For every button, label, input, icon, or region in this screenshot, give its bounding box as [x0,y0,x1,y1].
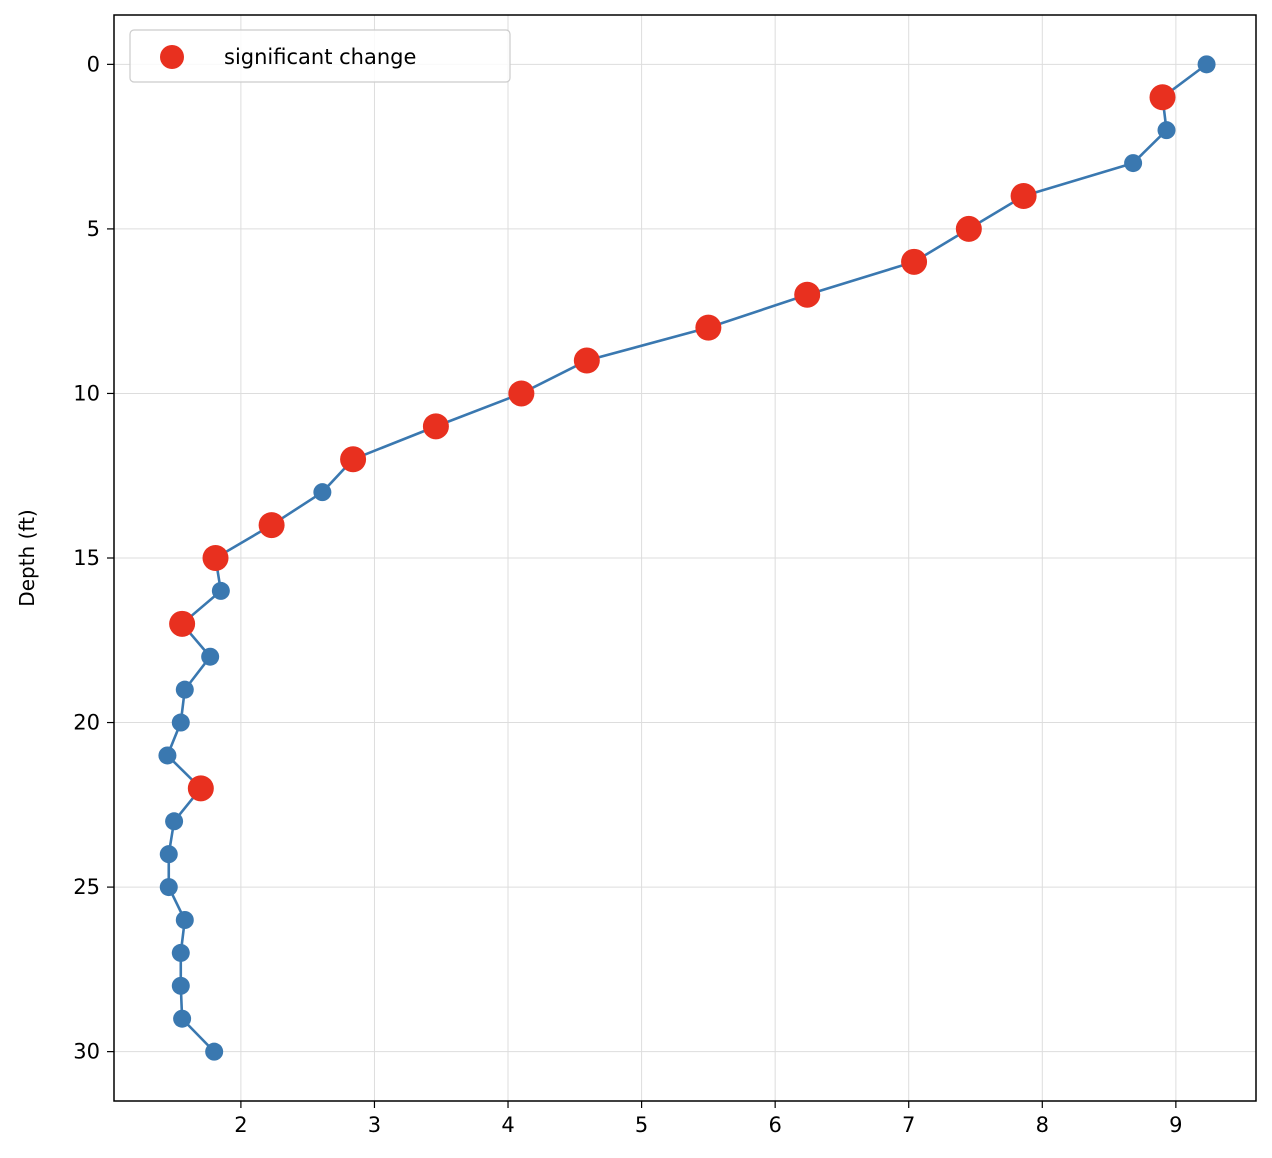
legend-box [129,29,511,83]
significant-change-point [202,545,229,571]
y-tick-label: 15 [73,546,100,570]
data-point [158,746,177,765]
x-tick-label: 8 [1036,1113,1049,1137]
data-point [211,581,230,600]
significant-change-point [955,215,982,242]
y-tick-label: 20 [73,711,100,735]
y-tick-label: 0 [87,52,100,76]
data-point [1197,55,1216,74]
data-point [205,1042,224,1061]
x-tick-label: 6 [768,1113,781,1137]
significant-change-point [169,610,196,637]
y-axis-label: Depth (ft) [15,509,39,606]
legend-label: significant change [224,45,416,69]
significant-change-point [794,281,821,308]
significant-change-point [258,512,285,539]
significant-change-point [573,347,600,374]
y-tick-label: 25 [73,875,100,899]
data-point [313,483,332,502]
data-point [165,812,184,831]
x-tick-label: 3 [368,1113,381,1137]
grid [114,15,1256,1101]
legend: significant change [129,29,511,83]
data-point [201,647,220,666]
y-tick-label: 10 [73,381,100,405]
data-point [175,680,194,699]
x-axis-ticks: 2 3 4 5 6 7 8 9 [234,1101,1183,1137]
significant-change-point [187,775,214,802]
legend-marker [160,45,184,69]
significant-change-point [1010,183,1037,209]
y-tick-label: 30 [73,1040,100,1064]
x-tick-label: 2 [234,1113,247,1137]
x-tick-label: 9 [1169,1113,1182,1137]
significant-change-point [340,446,367,473]
significant-change-layer [169,84,1176,802]
significant-change-point [422,413,449,440]
x-tick-label: 4 [501,1113,514,1137]
y-tick-label: 5 [87,217,100,241]
data-point [171,943,190,962]
data-point [1124,154,1143,173]
significant-change-point [508,380,535,407]
data-point [171,976,190,995]
significant-change-point [695,314,722,341]
y-axis-ticks: 0 5 10 15 20 25 30 [73,52,114,1064]
data-point [159,878,178,897]
x-tick-label: 5 [635,1113,648,1137]
x-tick-label: 7 [902,1113,915,1137]
data-point [1157,121,1176,140]
significant-change-point [1149,84,1176,111]
significant-change-point [901,248,928,275]
data-point [171,713,190,732]
data-point [175,911,194,929]
data-point [173,1009,192,1028]
data-point [159,845,178,864]
